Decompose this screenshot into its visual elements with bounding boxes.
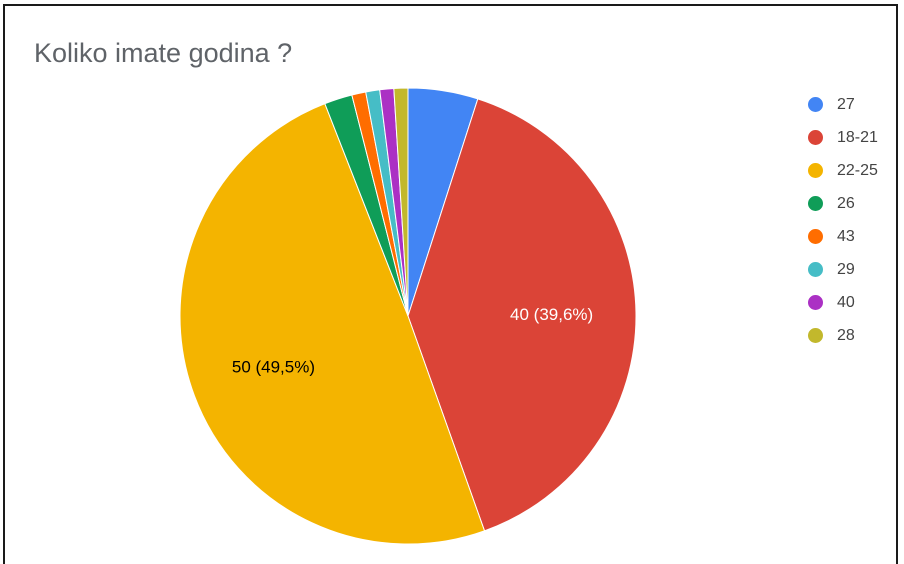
- legend-swatch: [808, 130, 823, 145]
- slice-data-label-22-25: 50 (49,5%): [232, 357, 315, 376]
- chart-title: Koliko imate godina ?: [34, 38, 293, 68]
- legend-label: 43: [837, 227, 855, 245]
- pie-slice-22-25: [179, 103, 486, 545]
- legend-item-26: 26: [808, 187, 878, 220]
- legend-label: 18-21: [837, 128, 878, 146]
- legend: 27 18-21 22-25 26 43 29 40 28: [808, 88, 878, 352]
- legend-swatch: [808, 295, 823, 310]
- legend-label: 28: [837, 326, 855, 344]
- legend-item-43: 43: [808, 220, 878, 253]
- legend-swatch: [808, 97, 823, 112]
- legend-item-18-21: 18-21: [808, 121, 878, 154]
- legend-label: 22-25: [837, 161, 878, 179]
- legend-swatch: [808, 328, 823, 343]
- legend-item-40: 40: [808, 286, 878, 319]
- legend-item-27: 27: [808, 88, 878, 121]
- legend-label: 27: [837, 95, 855, 113]
- legend-label: 40: [837, 293, 855, 311]
- slice-data-label-18-21: 40 (39,6%): [510, 305, 593, 324]
- legend-item-29: 29: [808, 253, 878, 286]
- legend-swatch: [808, 262, 823, 277]
- legend-swatch: [808, 229, 823, 244]
- legend-label: 29: [837, 260, 855, 278]
- pie-slice-18-21: [407, 98, 637, 532]
- pie-slice-28: [393, 87, 409, 317]
- legend-swatch: [808, 163, 823, 178]
- legend-item-22-25: 22-25: [808, 154, 878, 187]
- legend-item-28: 28: [808, 319, 878, 352]
- legend-swatch: [808, 196, 823, 211]
- legend-label: 26: [837, 194, 855, 212]
